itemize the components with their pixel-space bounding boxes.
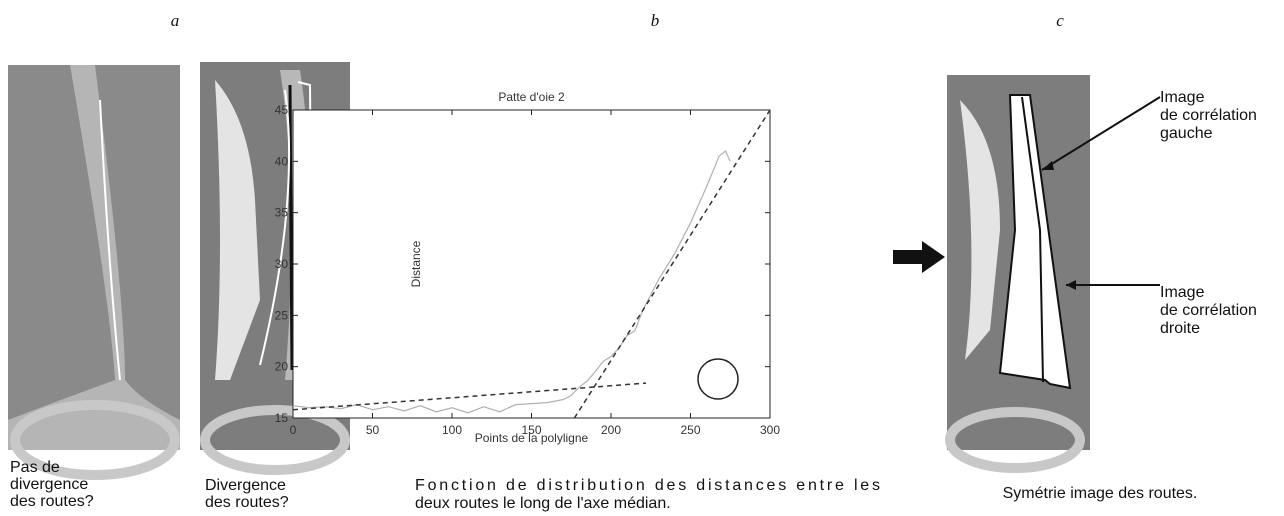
- x-tick-label: 150: [521, 423, 541, 437]
- x-tick-label: 0: [290, 423, 297, 437]
- plot-frame: [292, 109, 771, 419]
- data-line: [292, 150, 731, 414]
- y-tick-label: 25: [275, 308, 289, 322]
- chart: Patte d'oie 2 Points de la polyligne Dista…: [275, 90, 781, 445]
- y-axis-label: Distance: [409, 240, 423, 287]
- aerial-image: [945, 75, 1161, 473]
- caption-line: divergence: [10, 476, 88, 493]
- y-tick-label: 30: [275, 257, 289, 271]
- panel-letter: c: [1056, 11, 1064, 30]
- panel-letter: a: [171, 11, 180, 30]
- caption-line: gauche: [1160, 125, 1213, 142]
- caption-line: droite: [1160, 320, 1200, 337]
- y-tick-label: 20: [275, 360, 289, 374]
- caption-line: deux routes le long de l'axe médian.: [415, 495, 671, 512]
- x-tick-label: 100: [442, 423, 462, 437]
- y-tick-label: 35: [275, 206, 289, 220]
- caption-line: de corrélation: [1160, 107, 1257, 124]
- caption-line: Fonction de distribution des distances e…: [415, 477, 880, 494]
- panel-letter: b: [651, 11, 660, 30]
- caption-line: Divergence: [205, 477, 286, 494]
- caption-line: Image: [1160, 89, 1205, 106]
- aerial-image: [8, 65, 180, 480]
- fit-line: [292, 382, 647, 411]
- y-tick-label: 40: [275, 154, 289, 168]
- y-tick-label: 15: [275, 411, 289, 425]
- x-tick-label: 300: [760, 423, 780, 437]
- arrow: [893, 241, 945, 273]
- caption-line: des routes?: [205, 494, 289, 511]
- caption-line: des routes?: [10, 493, 94, 510]
- highlight-circle: [697, 358, 739, 400]
- caption-line: de corrélation: [1160, 302, 1257, 319]
- x-axis-label: Points de la polyligne: [475, 431, 589, 445]
- caption-line: Pas de: [10, 459, 60, 476]
- chart-title: Patte d'oie 2: [498, 90, 565, 104]
- caption-line: Symétrie image des routes.: [1003, 485, 1198, 502]
- y-tick-label: 45: [275, 103, 289, 117]
- x-tick-label: 50: [366, 423, 380, 437]
- x-tick-label: 250: [680, 423, 700, 437]
- caption-line: Image: [1160, 284, 1205, 301]
- x-tick-label: 200: [601, 423, 621, 437]
- fit-line: [573, 109, 771, 419]
